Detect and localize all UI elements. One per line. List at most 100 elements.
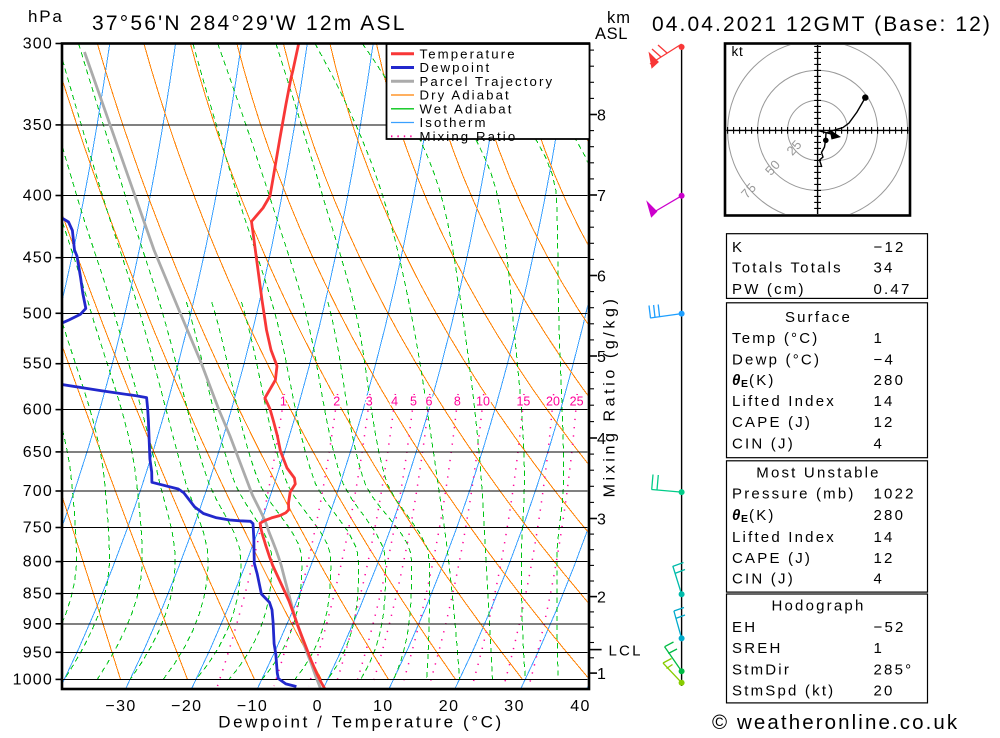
svg-text:650: 650	[23, 444, 53, 461]
svg-text:8: 8	[597, 108, 606, 125]
svg-text:Dry Adiabat: Dry Adiabat	[420, 88, 511, 103]
svg-text:450: 450	[23, 250, 53, 267]
svg-text:Surface: Surface	[785, 309, 852, 326]
svg-text:−52: −52	[874, 619, 906, 636]
svg-text:400: 400	[23, 188, 53, 205]
svg-text:kt: kt	[732, 44, 744, 59]
svg-text:500: 500	[23, 305, 53, 322]
svg-text:Dewp (°C): Dewp (°C)	[732, 351, 821, 368]
svg-text:CIN (J): CIN (J)	[732, 571, 795, 588]
svg-text:4: 4	[391, 395, 398, 409]
svg-text:−12: −12	[874, 239, 906, 256]
svg-text:LCL: LCL	[609, 643, 643, 660]
svg-text:950: 950	[23, 644, 53, 661]
svg-text:0: 0	[313, 698, 323, 715]
svg-text:3: 3	[366, 395, 373, 409]
svg-text:800: 800	[23, 554, 53, 571]
svg-text:E: E	[741, 378, 748, 390]
svg-text:900: 900	[23, 616, 53, 633]
svg-text:Mixing Ratio (g/kg): Mixing Ratio (g/kg)	[602, 296, 619, 498]
svg-text:300: 300	[23, 36, 53, 53]
svg-text:4: 4	[597, 431, 606, 448]
svg-text:Hodograph: Hodograph	[771, 598, 865, 615]
svg-text:1022: 1022	[874, 486, 916, 503]
svg-text:550: 550	[23, 356, 53, 373]
svg-text:40: 40	[570, 698, 591, 715]
svg-text:14: 14	[874, 529, 895, 546]
svg-text:6: 6	[426, 395, 433, 409]
svg-text:7: 7	[597, 188, 606, 205]
svg-text:hPa: hPa	[28, 7, 64, 26]
svg-text:Temperature: Temperature	[420, 46, 517, 61]
svg-text:3: 3	[597, 512, 606, 529]
svg-text:StmSpd (kt): StmSpd (kt)	[732, 683, 835, 700]
svg-text:2: 2	[333, 395, 340, 409]
svg-text:Dewpoint / Temperature (°C): Dewpoint / Temperature (°C)	[218, 713, 504, 732]
svg-text:E: E	[741, 513, 748, 525]
svg-text:1000: 1000	[13, 671, 53, 688]
svg-text:14: 14	[874, 393, 895, 410]
svg-text:EH: EH	[732, 619, 757, 636]
svg-text:1: 1	[874, 640, 885, 657]
svg-text:20: 20	[546, 395, 560, 409]
svg-text:6: 6	[597, 269, 606, 286]
svg-text:2: 2	[597, 590, 606, 607]
svg-text:350: 350	[23, 117, 53, 134]
svg-text:34: 34	[874, 260, 895, 277]
svg-text:Lifted Index: Lifted Index	[732, 529, 836, 546]
svg-text:Pressure (mb): Pressure (mb)	[732, 486, 856, 503]
svg-text:Mixing Ratio: Mixing Ratio	[420, 129, 518, 144]
svg-text:10: 10	[373, 698, 394, 715]
svg-text:km: km	[607, 9, 631, 27]
svg-text:CAPE (J): CAPE (J)	[732, 414, 812, 431]
svg-text:1: 1	[280, 395, 287, 409]
svg-text:12: 12	[874, 550, 895, 567]
svg-text:SREH: SREH	[732, 640, 782, 657]
svg-text:Totals Totals: Totals Totals	[732, 260, 843, 277]
svg-text:(K): (K)	[749, 372, 776, 389]
svg-text:25: 25	[570, 395, 584, 409]
svg-text:θ: θ	[732, 372, 743, 389]
svg-text:−4: −4	[874, 351, 896, 368]
svg-text:Most Unstable: Most Unstable	[756, 464, 880, 481]
svg-text:10: 10	[476, 395, 490, 409]
svg-text:15: 15	[516, 395, 530, 409]
svg-text:θ: θ	[732, 507, 743, 524]
svg-text:PW (cm): PW (cm)	[732, 281, 806, 298]
svg-text:Parcel Trajectory: Parcel Trajectory	[420, 74, 555, 89]
svg-text:CAPE (J): CAPE (J)	[732, 550, 812, 567]
svg-text:0.47: 0.47	[874, 281, 912, 298]
svg-text:(K): (K)	[749, 507, 776, 524]
svg-text:12: 12	[874, 414, 895, 431]
svg-text:StmDir: StmDir	[732, 661, 791, 678]
svg-text:−20: −20	[171, 698, 202, 715]
svg-text:© weatheronline.co.uk: © weatheronline.co.uk	[712, 711, 959, 733]
svg-text:1: 1	[874, 330, 885, 347]
svg-text:280: 280	[874, 372, 906, 389]
svg-text:280: 280	[874, 507, 906, 524]
svg-text:Wet Adiabat: Wet Adiabat	[420, 101, 514, 116]
svg-text:4: 4	[874, 435, 885, 452]
svg-text:20: 20	[874, 683, 895, 700]
svg-text:8: 8	[454, 395, 461, 409]
svg-text:700: 700	[23, 483, 53, 500]
svg-text:−30: −30	[105, 698, 136, 715]
svg-text:04.04.2021 12GMT (Base: 12): 04.04.2021 12GMT (Base: 12)	[652, 13, 992, 36]
svg-text:K: K	[732, 239, 744, 256]
svg-text:5: 5	[410, 395, 417, 409]
svg-text:600: 600	[23, 402, 53, 419]
svg-text:CIN (J): CIN (J)	[732, 435, 795, 452]
svg-text:750: 750	[23, 520, 53, 537]
svg-text:ASL: ASL	[595, 25, 628, 43]
svg-text:−10: −10	[237, 698, 268, 715]
svg-text:285°: 285°	[874, 661, 914, 678]
svg-text:5: 5	[597, 349, 606, 366]
svg-text:4: 4	[874, 571, 885, 588]
svg-text:30: 30	[504, 698, 525, 715]
svg-text:Dewpoint: Dewpoint	[420, 60, 492, 75]
svg-text:Temp (°C): Temp (°C)	[732, 330, 819, 347]
svg-text:1: 1	[597, 666, 606, 683]
svg-text:20: 20	[439, 698, 460, 715]
svg-text:Isotherm: Isotherm	[420, 115, 488, 130]
svg-text:850: 850	[23, 586, 53, 603]
